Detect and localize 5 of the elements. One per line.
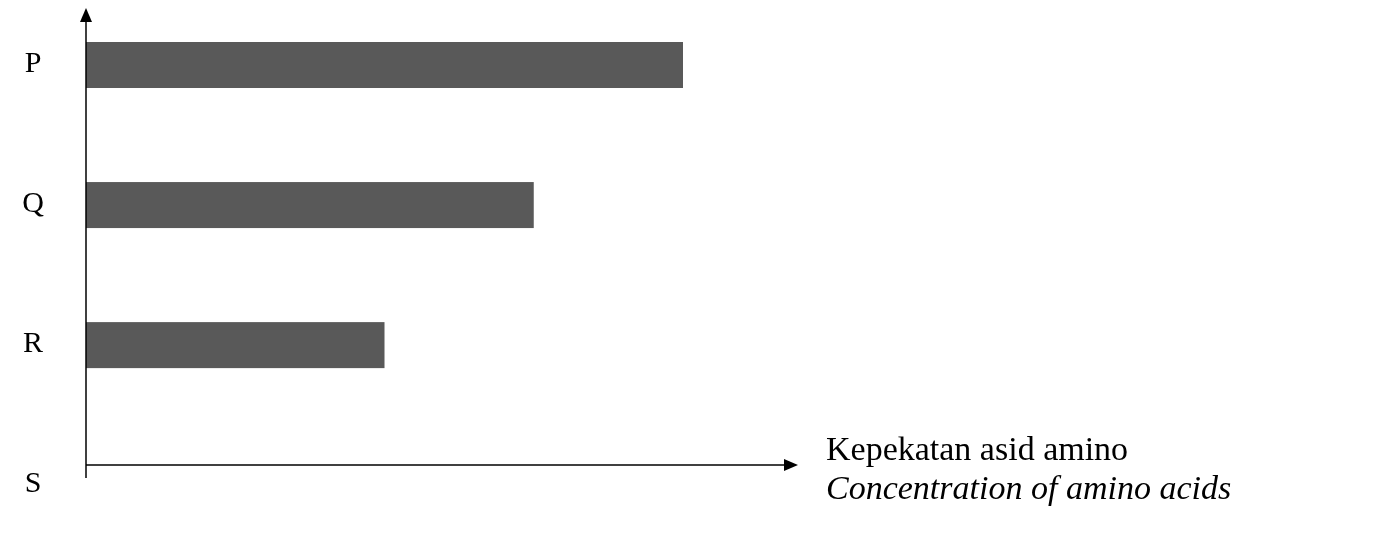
y-tick-label: Q (22, 184, 45, 218)
y-tick-label: P (24, 44, 42, 78)
y-tick-label: S (24, 465, 42, 499)
y-tick-label: R (22, 325, 44, 359)
x-axis-title: Kepekatan asid amino Concentration of amino acids (826, 430, 1232, 506)
